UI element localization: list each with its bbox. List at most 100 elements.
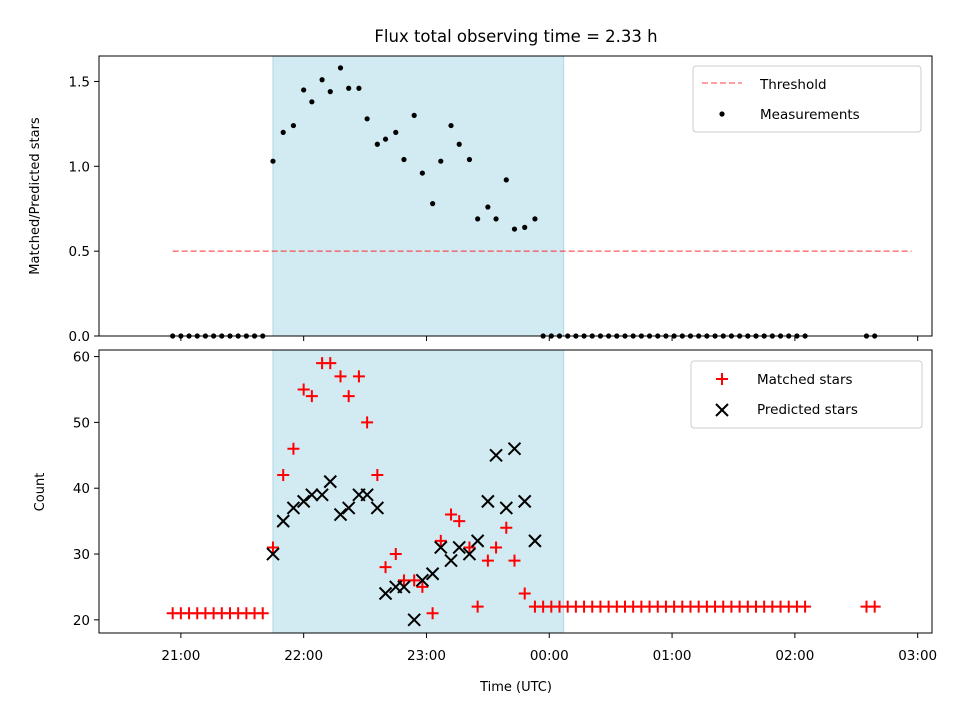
matched-star-point <box>518 587 531 600</box>
matched-star-point <box>287 442 300 455</box>
matched-star-point <box>342 390 355 403</box>
count-panel-frame <box>98 349 933 634</box>
matched-star-point <box>324 357 337 370</box>
matched-star-point <box>799 600 812 613</box>
count-legend-box <box>690 360 923 429</box>
count-panel-xlabel: Time (UTC) <box>479 680 552 695</box>
measurement-point <box>337 65 344 71</box>
predicted-star-point <box>407 613 421 627</box>
measurement-point <box>532 216 538 222</box>
count-panel: 20 30 40 50 60 21:00 22:00 23:00 00:00 01:00 02:0… <box>33 349 937 695</box>
count-ytick-label: 20 <box>73 613 90 629</box>
predicted-star-point <box>360 488 374 502</box>
matched-legend-label: Matched stars <box>757 372 853 388</box>
measurement-point <box>393 129 399 135</box>
count-xtick-label: 02:00 <box>775 648 814 664</box>
threshold-legend-label: Threshold <box>759 77 827 93</box>
observing-window-shade <box>272 55 565 337</box>
measurement-point <box>430 201 436 207</box>
predicted-star-point <box>481 494 495 509</box>
measurement-point <box>364 116 370 122</box>
measurement-point <box>319 77 325 83</box>
measurement-point <box>503 177 509 183</box>
matched-star-point <box>481 554 494 567</box>
measurement-point <box>280 129 286 135</box>
matched-star-point <box>500 521 513 534</box>
matched-star-point <box>445 508 458 521</box>
matched-star-point <box>471 600 484 613</box>
measurement-point <box>511 226 518 232</box>
measurements-legend-swatch <box>719 111 725 117</box>
predicted-star-point <box>266 547 280 561</box>
predicted-star-point <box>296 494 311 509</box>
count-ytick-label: 60 <box>73 350 90 366</box>
matched-star-point <box>361 416 374 429</box>
predicted-star-point <box>499 501 513 515</box>
count-ytick-label: 30 <box>73 547 90 563</box>
predicted-star-point <box>518 494 532 509</box>
measurement-point <box>419 170 425 176</box>
measurement-point <box>401 156 407 163</box>
measurement-point <box>356 85 362 91</box>
ratio-panel-frame <box>98 55 933 337</box>
count-panel-ylabel: Count <box>33 473 48 512</box>
predicted-star-point <box>397 580 411 594</box>
count-xtick-label: 01:00 <box>653 648 692 664</box>
predicted-star-point <box>415 573 430 588</box>
ratio-panel: 0.0 0.5 1.0 1.5 Matched/Predicted stars Thr… <box>28 55 933 345</box>
ratio-ytick-label: 1.0 <box>69 159 90 175</box>
predicted-star-point <box>341 501 356 515</box>
predicted-star-point <box>425 567 440 581</box>
matched-star-point <box>389 548 402 561</box>
measurement-point <box>301 87 307 93</box>
predicted-star-point <box>444 553 458 568</box>
predicted-star-point <box>528 534 542 548</box>
matched-star-point <box>408 574 421 587</box>
matched-star-point <box>305 390 318 403</box>
predicted-star-point <box>333 507 348 522</box>
observing-window-shade <box>272 349 565 634</box>
predicted-star-point <box>286 501 301 515</box>
matched-star-point <box>426 607 439 620</box>
measurement-point <box>475 216 481 222</box>
measurement-point <box>456 141 462 147</box>
measurement-point <box>485 204 491 210</box>
predicted-legend-label: Predicted stars <box>757 402 858 418</box>
matched-star-point <box>266 541 279 554</box>
count-ytick-label: 50 <box>73 415 90 431</box>
matched-star-point <box>371 469 384 482</box>
measurement-point <box>290 122 297 129</box>
count-panel-legend: Matched stars Predicted stars <box>690 360 923 429</box>
matched-star-point <box>868 600 881 613</box>
count-xtick-label: 21:00 <box>161 648 200 664</box>
matched-star-point <box>277 469 290 482</box>
measurement-point <box>522 224 528 230</box>
predicted-star-point <box>370 501 385 515</box>
count-xtick-label: 23:00 <box>407 648 446 664</box>
predicted-star-point <box>323 474 337 489</box>
measurement-point <box>309 99 315 105</box>
count-xtick-label: 22:00 <box>284 648 323 664</box>
ratio-ytick-label: 1.5 <box>69 74 90 90</box>
matched-star-point <box>463 541 476 554</box>
predicted-star-point <box>315 488 329 502</box>
measurement-point <box>270 158 276 164</box>
matched-star-point <box>352 370 365 383</box>
predicted-star-point <box>378 586 393 601</box>
predicted-star-point <box>452 540 466 555</box>
ratio-ytick-label: 0.5 <box>69 244 90 260</box>
matched-legend-swatch <box>716 373 728 385</box>
count-xtick-label: 03:00 <box>898 648 937 664</box>
matched-star-point <box>434 534 447 547</box>
measurement-point <box>438 158 444 164</box>
measurements-legend-label: Measurements <box>760 107 860 123</box>
predicted-star-point <box>470 534 485 548</box>
predicted-star-point <box>462 547 477 561</box>
ratio-ytick-label: 0.0 <box>69 329 90 345</box>
matched-star-point <box>297 383 310 396</box>
predicted-star-point <box>489 448 503 463</box>
ratio-legend-box <box>692 65 922 133</box>
measurement-point <box>382 136 389 142</box>
measurement-point <box>448 122 454 129</box>
